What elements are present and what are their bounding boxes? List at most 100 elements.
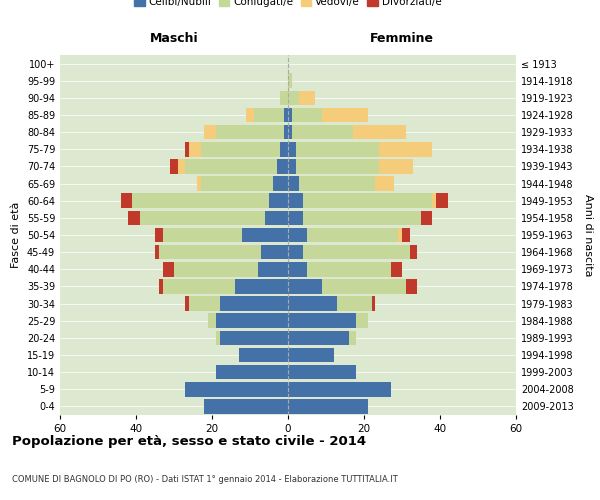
Bar	[421, 210, 433, 225]
Bar	[410, 245, 417, 260]
Bar	[299, 176, 376, 191]
Y-axis label: Anni di nascita: Anni di nascita	[583, 194, 593, 276]
Bar	[288, 228, 307, 242]
Bar	[307, 262, 391, 276]
Bar	[288, 125, 292, 140]
Bar	[379, 159, 413, 174]
Bar	[220, 330, 288, 345]
Bar	[189, 296, 220, 311]
Bar	[296, 142, 379, 156]
Bar	[288, 210, 303, 225]
Bar	[185, 382, 288, 396]
Bar	[288, 159, 296, 174]
Bar	[307, 228, 398, 242]
Bar	[128, 210, 140, 225]
Bar	[353, 125, 406, 140]
Bar	[257, 262, 288, 276]
Bar	[376, 176, 394, 191]
Bar	[406, 279, 417, 293]
Bar	[292, 125, 353, 140]
Bar	[284, 125, 288, 140]
Bar	[288, 330, 349, 345]
Bar	[242, 228, 288, 242]
Bar	[265, 210, 288, 225]
Bar	[288, 74, 292, 88]
Bar	[205, 399, 288, 413]
Bar	[371, 296, 376, 311]
Bar	[280, 90, 288, 105]
Bar	[288, 108, 292, 122]
Bar	[163, 279, 235, 293]
Bar	[288, 245, 303, 260]
Text: Femmine: Femmine	[370, 32, 434, 44]
Bar	[402, 228, 410, 242]
Bar	[337, 296, 371, 311]
Bar	[178, 159, 185, 174]
Bar	[262, 245, 288, 260]
Bar	[254, 108, 284, 122]
Bar	[280, 142, 288, 156]
Bar	[159, 279, 163, 293]
Bar	[140, 210, 265, 225]
Bar	[322, 279, 406, 293]
Bar	[288, 142, 296, 156]
Bar	[216, 330, 220, 345]
Bar	[322, 108, 368, 122]
Bar	[356, 314, 368, 328]
Bar	[205, 125, 216, 140]
Bar	[170, 159, 178, 174]
Bar	[155, 228, 163, 242]
Bar	[288, 194, 303, 208]
Bar	[239, 348, 288, 362]
Bar	[379, 142, 433, 156]
Bar	[163, 228, 242, 242]
Bar	[174, 262, 257, 276]
Bar	[216, 365, 288, 380]
Bar	[246, 108, 254, 122]
Bar	[292, 108, 322, 122]
Text: COMUNE DI BAGNOLO DI PO (RO) - Dati ISTAT 1° gennaio 2014 - Elaborazione TUTTITA: COMUNE DI BAGNOLO DI PO (RO) - Dati ISTA…	[12, 475, 398, 484]
Bar	[216, 125, 284, 140]
Bar	[299, 90, 314, 105]
Bar	[303, 210, 421, 225]
Bar	[433, 194, 436, 208]
Bar	[288, 176, 299, 191]
Y-axis label: Fasce di età: Fasce di età	[11, 202, 21, 268]
Legend: Celibi/Nubili, Coniugati/e, Vedovi/e, Divorziati/e: Celibi/Nubili, Coniugati/e, Vedovi/e, Di…	[132, 0, 444, 10]
Bar	[200, 176, 273, 191]
Bar	[288, 399, 368, 413]
Bar	[155, 245, 159, 260]
Bar	[220, 296, 288, 311]
Bar	[288, 262, 307, 276]
Bar	[163, 262, 174, 276]
Bar	[208, 314, 216, 328]
Bar	[296, 159, 379, 174]
Bar	[185, 296, 189, 311]
Bar	[185, 159, 277, 174]
Bar	[288, 314, 356, 328]
Bar	[398, 228, 402, 242]
Bar	[288, 365, 356, 380]
Bar	[189, 142, 200, 156]
Bar	[273, 176, 288, 191]
Bar	[303, 194, 433, 208]
Bar	[235, 279, 288, 293]
Bar	[216, 314, 288, 328]
Bar	[284, 108, 288, 122]
Bar	[288, 90, 299, 105]
Bar	[436, 194, 448, 208]
Bar	[288, 296, 337, 311]
Bar	[277, 159, 288, 174]
Bar	[288, 279, 322, 293]
Bar	[200, 142, 280, 156]
Text: Popolazione per età, sesso e stato civile - 2014: Popolazione per età, sesso e stato civil…	[12, 435, 366, 448]
Bar	[185, 142, 189, 156]
Bar	[159, 245, 262, 260]
Bar	[197, 176, 200, 191]
Bar	[391, 262, 402, 276]
Bar	[288, 348, 334, 362]
Bar	[269, 194, 288, 208]
Bar	[121, 194, 132, 208]
Bar	[349, 330, 356, 345]
Text: Maschi: Maschi	[149, 32, 199, 44]
